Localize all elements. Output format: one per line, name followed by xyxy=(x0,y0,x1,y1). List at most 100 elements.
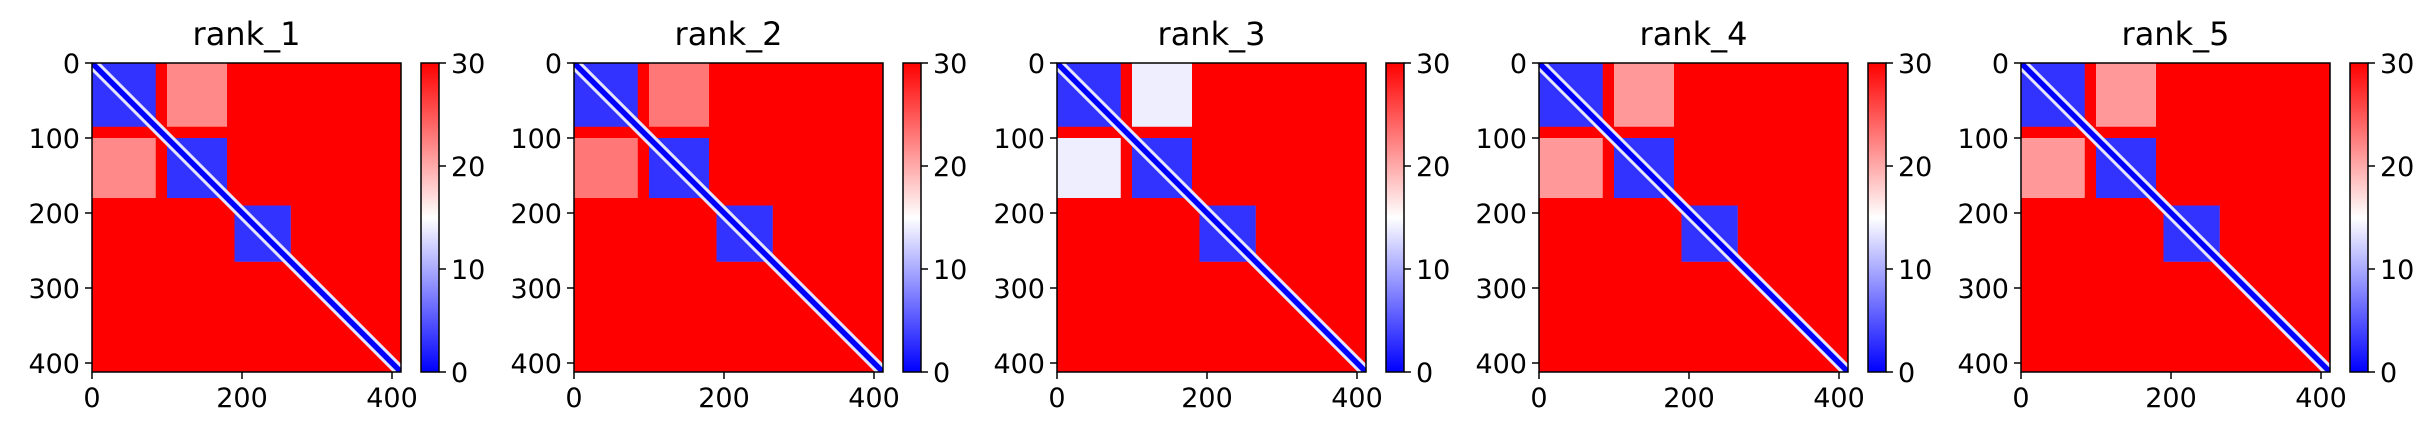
axes-frame xyxy=(1056,62,1367,373)
x-tick-label: 0 xyxy=(2012,383,2029,414)
colorbar-tick-label: 10 xyxy=(2380,255,2414,286)
interdomain-block-1-2 xyxy=(649,63,709,127)
y-tick-label: 100 xyxy=(28,124,80,155)
panel-title: rank_3 xyxy=(1158,15,1266,53)
colorbar xyxy=(420,62,440,373)
y-tick-label: 0 xyxy=(1028,49,1045,80)
interdomain-block-1-2 xyxy=(2021,138,2085,198)
heatmap-cells xyxy=(92,63,401,372)
x-tick-label: 400 xyxy=(366,383,418,414)
y-tick-label: 400 xyxy=(1475,349,1527,380)
interdomain-block-1-2 xyxy=(167,63,227,127)
x-tick-label: 0 xyxy=(83,383,100,414)
axes-frame xyxy=(1538,62,1849,373)
heatmap-cells xyxy=(1057,63,1366,372)
interdomain-block-1-2 xyxy=(574,138,638,198)
colorbar-tick-label: 0 xyxy=(451,358,468,389)
y-tick-label: 400 xyxy=(510,349,562,380)
interdomain-block-1-2 xyxy=(1614,63,1674,127)
colorbar xyxy=(1867,62,1887,373)
diagonal xyxy=(574,63,883,372)
x-tick-label: 400 xyxy=(1813,383,1865,414)
y-tick-label: 300 xyxy=(28,274,80,305)
panel-title: rank_2 xyxy=(675,15,783,53)
y-tick-label: 100 xyxy=(1957,124,2009,155)
y-tick-label: 0 xyxy=(545,49,562,80)
interdomain-block-1-2 xyxy=(92,138,156,198)
colorbar-tick-label: 20 xyxy=(451,152,485,183)
heatmap-cells xyxy=(1539,63,1848,372)
colorbar-tick-label: 30 xyxy=(933,49,967,80)
interdomain-block-1-2 xyxy=(1057,138,1121,198)
heatmap-cells xyxy=(2021,63,2330,372)
x-tick-label: 200 xyxy=(216,383,268,414)
x-tick-label: 200 xyxy=(698,383,750,414)
colorbar-tick-label: 10 xyxy=(451,255,485,286)
x-tick-label: 400 xyxy=(2295,383,2347,414)
x-tick-label: 400 xyxy=(1331,383,1383,414)
panel-title: rank_1 xyxy=(193,15,301,53)
colorbar-tick-label: 0 xyxy=(2380,358,2397,389)
y-tick-label: 400 xyxy=(1957,349,2009,380)
y-tick-label: 300 xyxy=(993,274,1045,305)
colorbar-tick-label: 30 xyxy=(451,49,485,80)
axes-frame xyxy=(2020,62,2331,373)
colorbar-tick-label: 20 xyxy=(2380,152,2414,183)
colorbar xyxy=(902,62,922,373)
diagonal xyxy=(92,63,401,372)
colorbar-tick-label: 10 xyxy=(1416,255,1450,286)
colorbar xyxy=(2349,62,2369,373)
colorbar-tick-label: 20 xyxy=(1416,152,1450,183)
diagonal xyxy=(1057,63,1366,372)
y-tick-label: 200 xyxy=(1475,199,1527,230)
panel-title: rank_5 xyxy=(2122,15,2230,53)
y-tick-label: 100 xyxy=(1475,124,1527,155)
y-tick-label: 200 xyxy=(993,199,1045,230)
y-tick-label: 300 xyxy=(510,274,562,305)
heatmap-cells xyxy=(574,63,883,372)
y-tick-label: 100 xyxy=(993,124,1045,155)
x-tick-label: 200 xyxy=(1663,383,1715,414)
y-tick-label: 200 xyxy=(1957,199,2009,230)
colorbar-tick-label: 30 xyxy=(2380,49,2414,80)
y-tick-label: 200 xyxy=(510,199,562,230)
x-tick-label: 0 xyxy=(565,383,582,414)
y-tick-label: 0 xyxy=(1510,49,1527,80)
diagonal xyxy=(1539,63,1848,372)
colorbar-tick-label: 0 xyxy=(1416,358,1433,389)
colorbar-tick-label: 0 xyxy=(933,358,950,389)
y-tick-label: 0 xyxy=(63,49,80,80)
colorbar-tick-label: 20 xyxy=(1898,152,1932,183)
colorbar-tick-label: 30 xyxy=(1898,49,1932,80)
colorbar-tick-label: 30 xyxy=(1416,49,1450,80)
x-tick-label: 0 xyxy=(1530,383,1547,414)
axes-frame xyxy=(573,62,884,373)
colorbar-tick-label: 10 xyxy=(1898,255,1932,286)
y-tick-label: 400 xyxy=(28,349,80,380)
colorbar-tick-label: 0 xyxy=(1898,358,1915,389)
colorbar xyxy=(1385,62,1405,373)
y-tick-label: 300 xyxy=(1475,274,1527,305)
interdomain-block-1-2 xyxy=(2096,63,2156,127)
x-tick-label: 0 xyxy=(1048,383,1065,414)
x-tick-label: 400 xyxy=(848,383,900,414)
interdomain-block-1-2 xyxy=(1132,63,1192,127)
y-tick-label: 300 xyxy=(1957,274,2009,305)
colorbar-tick-label: 20 xyxy=(933,152,967,183)
y-tick-label: 100 xyxy=(510,124,562,155)
y-tick-label: 0 xyxy=(1992,49,2009,80)
diagonal xyxy=(2021,63,2330,372)
colorbar-tick-label: 10 xyxy=(933,255,967,286)
x-tick-label: 200 xyxy=(2145,383,2197,414)
y-tick-label: 400 xyxy=(993,349,1045,380)
interdomain-block-1-2 xyxy=(1539,138,1603,198)
x-tick-label: 200 xyxy=(1181,383,1233,414)
axes-frame xyxy=(91,62,402,373)
y-tick-label: 200 xyxy=(28,199,80,230)
